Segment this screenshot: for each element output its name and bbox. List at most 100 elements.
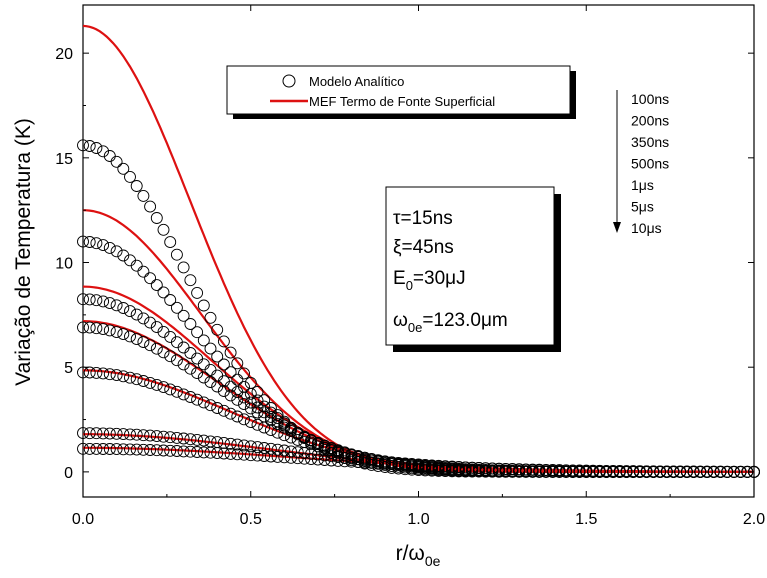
analytic-point [385, 458, 398, 471]
analytic-point [224, 437, 237, 450]
analytic-point [124, 170, 136, 183]
analytic-point [117, 328, 130, 341]
analytic-point [90, 427, 103, 440]
analytic-point [137, 375, 150, 387]
analytic-point [217, 447, 230, 460]
analytic-point [150, 342, 163, 355]
analytic-point [90, 322, 103, 335]
analytic-point [83, 442, 96, 455]
analytic-point [83, 236, 96, 248]
time-label: 100ns [631, 91, 669, 107]
analytic-point [150, 321, 163, 334]
analytic-point [721, 465, 734, 478]
analytic-point [553, 464, 566, 477]
analytic-point [90, 442, 103, 455]
analytic-point [493, 462, 505, 475]
analytic-point [660, 465, 673, 478]
analytic-point [365, 456, 378, 469]
analytic-point [204, 399, 217, 412]
analytic-point [90, 294, 103, 307]
analytic-point [278, 429, 291, 442]
analytic-point [217, 358, 230, 371]
analytic-point [137, 443, 150, 456]
analytic-point [177, 341, 190, 354]
analytic-point [332, 454, 344, 467]
analytic-point [124, 305, 136, 318]
analytic-point [546, 464, 559, 476]
analytic-point [150, 212, 163, 224]
analytic-point [338, 455, 351, 468]
analytic-point [305, 453, 318, 466]
analytic-point [197, 446, 210, 459]
analytic-point [264, 402, 277, 414]
legend-circle-marker [282, 74, 296, 88]
analytic-point [170, 301, 183, 314]
analytic-point [264, 450, 277, 463]
analytic-point [291, 452, 304, 465]
analytic-point [77, 427, 89, 440]
analytic-point [305, 438, 318, 451]
analytic-point [77, 139, 89, 152]
analytic-point [707, 465, 720, 478]
analytic-point [117, 249, 130, 262]
analytic-point [311, 440, 324, 453]
analytic-point [513, 463, 526, 476]
y-tick-label: 5 [64, 360, 73, 377]
analytic-point [332, 445, 344, 458]
analytic-point [83, 427, 96, 440]
analytic-point [191, 446, 204, 458]
analytic-point [251, 385, 264, 398]
analytic-point [83, 140, 96, 152]
analytic-point [580, 464, 593, 477]
analytic-point [338, 451, 351, 464]
y-tick-label: 20 [55, 46, 73, 63]
analytic-point [211, 380, 224, 393]
analytic-point [191, 433, 204, 446]
analytic-point [727, 465, 740, 478]
x-tick-label: 1.5 [575, 511, 597, 528]
analytic-point [506, 463, 519, 475]
analytic-point [117, 302, 130, 314]
analytic-point [271, 426, 284, 439]
analytic-point [345, 455, 358, 468]
analytic-point [291, 428, 304, 441]
analytic-point [258, 400, 271, 413]
analytic-point [117, 443, 130, 456]
analytic-point [358, 456, 371, 469]
analytic-point [204, 376, 217, 388]
analytic-point [177, 261, 190, 274]
fem-series-group [82, 24, 754, 473]
analytic-point [519, 463, 532, 476]
analytic-point [110, 443, 123, 456]
legend-box [226, 65, 571, 115]
analytic-point [251, 449, 264, 462]
analytic-point [204, 446, 217, 459]
analytic-point [291, 433, 304, 446]
param-omega: ω0e=123.0μm [393, 310, 508, 335]
analytic-point [110, 155, 123, 168]
parameter-box: τ=15ns ξ=45ns E0=30μJ ω0e=123.0μm [385, 186, 561, 352]
analytic-point [439, 460, 452, 473]
analytic-point [258, 421, 271, 434]
y-tick-label: 10 [55, 256, 73, 273]
analytic-point [184, 318, 197, 330]
analytic-point [271, 443, 284, 456]
analytic-point [264, 414, 277, 427]
analytic-point [224, 366, 237, 379]
analytic-point [157, 381, 170, 394]
analytic-point [90, 142, 103, 154]
analytic-point [217, 404, 230, 417]
analytic-point [103, 427, 116, 440]
analytic-point [264, 442, 277, 455]
analytic-point [318, 454, 331, 466]
legend-label-fem: MEF Termo de Fonte Superficial [309, 94, 495, 109]
analytic-point [157, 223, 170, 236]
analytic-point [97, 323, 110, 336]
analytic-point [137, 189, 150, 202]
legend: Modelo Analítico MEF Termo de Fonte Supe… [226, 65, 576, 119]
parameter-box-frame [385, 186, 555, 346]
analytic-point [352, 456, 365, 469]
analytic-point [164, 236, 177, 249]
analytic-point [137, 336, 150, 348]
